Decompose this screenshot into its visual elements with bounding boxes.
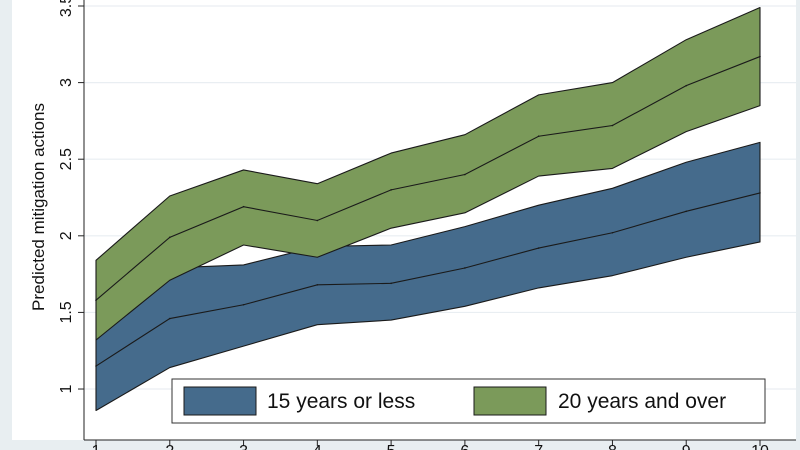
legend-swatch-15-years	[183, 386, 257, 416]
y-axis-title: Predicted mitigation actions	[29, 103, 48, 311]
data-point	[611, 124, 614, 127]
legend: 15 years or less 20 years and over	[171, 378, 766, 424]
x-tick-label: 10	[751, 443, 769, 450]
estimate-line-series-2	[95, 56, 761, 301]
x-tick-label: 1	[92, 443, 101, 450]
data-point	[759, 55, 761, 58]
data-point	[537, 247, 540, 249]
x-tick-label: 6	[460, 443, 469, 450]
y-tick-label: 1.5	[58, 301, 75, 323]
data-point	[464, 267, 466, 269]
data-point	[316, 219, 319, 222]
x-tick-label: 4	[313, 443, 322, 450]
series-layer	[95, 6, 761, 412]
data-point	[685, 84, 688, 87]
data-point	[95, 299, 97, 301]
y-tick-label: 3.5	[58, 0, 75, 17]
data-point	[685, 210, 688, 213]
data-point	[168, 317, 171, 320]
y-tick-label: 1	[58, 384, 75, 393]
data-point	[95, 365, 97, 367]
x-tick-label: 2	[165, 443, 174, 450]
data-point	[242, 303, 245, 306]
data-point	[390, 282, 392, 285]
y-axis: 1 1.5 2 2.5 3 3.5	[58, 0, 85, 440]
legend-label-20-years: 20 years and over	[558, 390, 726, 413]
estimate-line-series-1	[95, 192, 761, 367]
data-point	[537, 135, 540, 138]
y-tick-label: 2.5	[58, 148, 75, 170]
data-point	[390, 189, 392, 191]
x-axis: 1 2 3 4 5 6 7 8 9 10	[84, 439, 796, 450]
y-tick-label: 2	[58, 231, 75, 240]
data-point	[759, 192, 761, 194]
data-point	[168, 236, 171, 239]
confidence-band-series-2	[95, 6, 761, 341]
y-tick-label: 3	[58, 78, 75, 87]
legend-box	[171, 378, 766, 424]
data-point	[316, 284, 319, 286]
legend-swatch-20-years	[473, 386, 547, 416]
x-tick-label: 9	[682, 443, 691, 450]
x-tick-label: 5	[387, 443, 396, 450]
data-point	[464, 173, 466, 176]
data-point	[242, 205, 245, 208]
x-tick-label: 3	[239, 443, 248, 450]
x-tick-label: 7	[534, 443, 543, 450]
legend-label-15-years: 15 years or less	[267, 390, 415, 413]
data-point	[611, 231, 614, 234]
x-tick-label: 8	[608, 443, 617, 450]
